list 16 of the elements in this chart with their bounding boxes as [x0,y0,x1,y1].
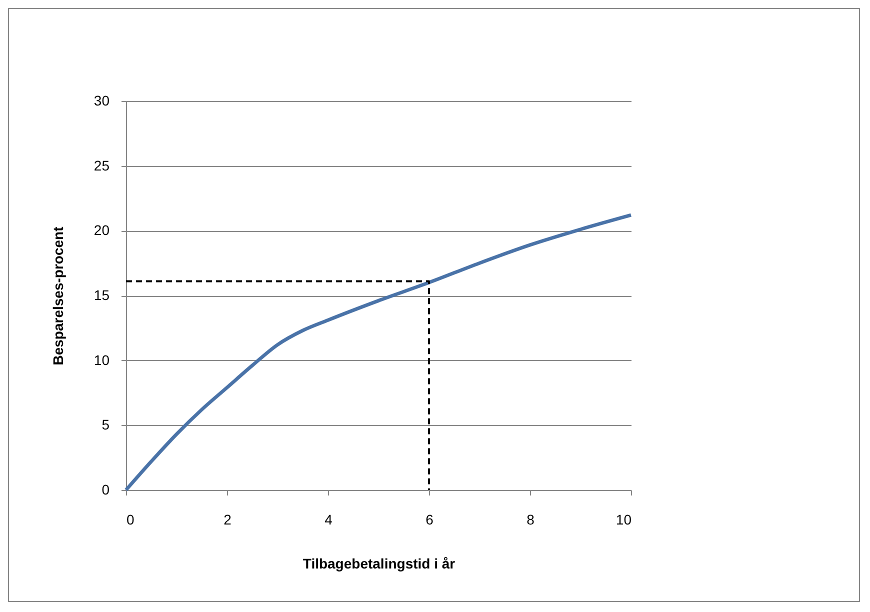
y-tick-label: 15 [94,287,110,303]
y-tick-label: 25 [94,157,110,174]
x-tick-label: 2 [224,512,232,528]
y-tick-label: 20 [94,222,110,238]
x-tick-label: 10 [616,512,632,528]
y-tick-label: 0 [102,482,110,498]
x-tick-label: 8 [526,512,535,528]
x-tick-label: 0 [126,512,134,528]
x-axis-title: Tilbagebetalingstid i år [302,556,456,572]
y-tick-label: 30 [94,92,110,108]
y-tick-label: 10 [94,352,110,368]
line-series [124,213,633,492]
y-axis-title: Besparelses-procent [50,226,66,366]
x-tick-label: 4 [324,512,333,528]
y-tick-label: 5 [102,416,110,433]
x-tick-label: 6 [426,512,434,528]
